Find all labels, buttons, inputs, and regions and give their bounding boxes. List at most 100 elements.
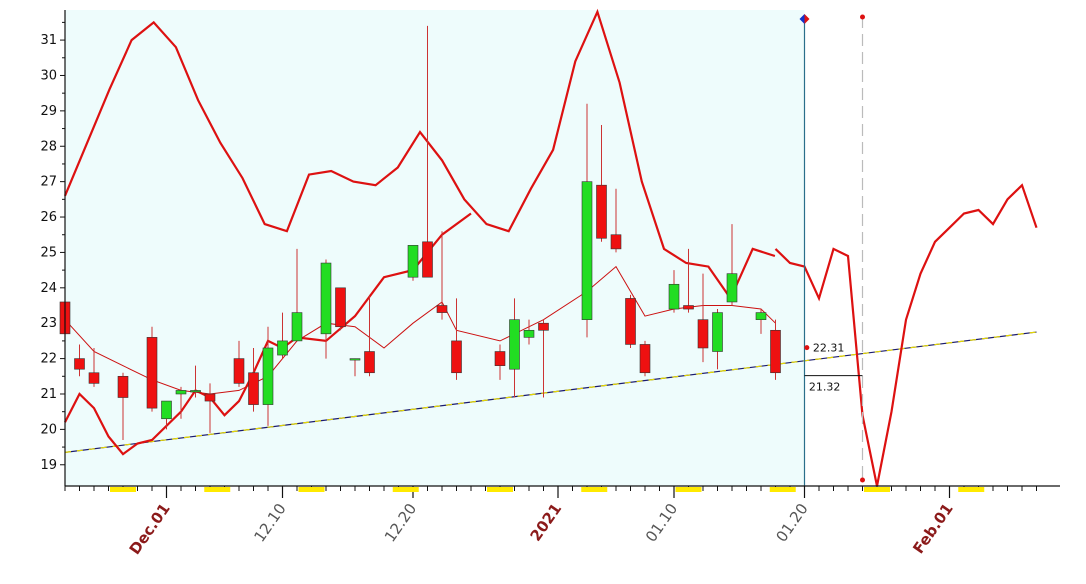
candle xyxy=(610,188,622,253)
candle xyxy=(291,248,303,342)
y-axis: 19 20 21 22 23 24 25 26 27 28 29 30 31 xyxy=(40,21,65,473)
forecast-line xyxy=(774,183,1038,487)
candle xyxy=(494,344,506,380)
weekend-marker xyxy=(392,487,419,492)
candle-body xyxy=(190,390,201,393)
value-label-high: 22.31 xyxy=(813,342,845,355)
candle xyxy=(625,294,636,348)
candle-body xyxy=(683,305,694,310)
candle-body xyxy=(712,312,723,352)
candle-body xyxy=(88,372,100,384)
candle xyxy=(451,298,462,380)
candle-body xyxy=(407,245,419,278)
candle-body xyxy=(509,319,520,370)
candle xyxy=(726,224,738,306)
candle xyxy=(277,312,288,359)
candle xyxy=(364,294,375,377)
candle xyxy=(407,245,419,281)
candle-body xyxy=(74,358,85,370)
candle xyxy=(668,270,680,313)
projection-marker-bottom xyxy=(860,477,865,483)
value-label-low: 21.32 xyxy=(809,381,841,394)
current-value-dot xyxy=(804,345,810,351)
candle xyxy=(596,125,607,242)
y-tick-label: 31 xyxy=(40,33,57,48)
candle-body xyxy=(277,340,288,356)
y-tick-label: 24 xyxy=(40,281,57,296)
candle xyxy=(175,386,187,419)
y-tick-label: 27 xyxy=(40,175,57,190)
weekend-markers xyxy=(110,487,985,492)
candle-body xyxy=(161,400,172,420)
candle-body xyxy=(175,390,187,395)
cursor-markers xyxy=(799,14,865,483)
candle xyxy=(74,344,85,377)
candle-body xyxy=(726,273,738,303)
candle xyxy=(697,273,709,363)
candle xyxy=(320,259,332,359)
history-shaded-region xyxy=(65,10,805,486)
candle-body xyxy=(436,305,448,313)
candle-body xyxy=(451,340,462,374)
candlesticks xyxy=(59,25,781,440)
candle xyxy=(335,287,346,331)
candle-body xyxy=(262,347,274,405)
weekend-marker xyxy=(675,487,702,492)
y-tick-label: 26 xyxy=(40,210,57,225)
candle-body xyxy=(248,372,259,405)
candle-body xyxy=(233,358,245,384)
candle xyxy=(117,372,129,440)
candle-body xyxy=(581,181,593,320)
candle xyxy=(639,340,651,377)
candle xyxy=(509,298,520,398)
candle-body xyxy=(523,329,535,338)
candle-body xyxy=(755,312,767,320)
weekend-marker xyxy=(581,487,608,492)
candle-body xyxy=(117,375,129,398)
y-tick-label: 29 xyxy=(40,104,57,119)
trendline xyxy=(64,331,1037,453)
candle-body xyxy=(146,337,158,409)
y-tick-label: 21 xyxy=(40,387,57,402)
candle xyxy=(422,25,433,278)
candle-body xyxy=(625,298,636,345)
candle xyxy=(248,347,259,412)
candle xyxy=(581,103,593,338)
y-tick-label: 25 xyxy=(40,245,57,260)
candle-body xyxy=(610,234,622,250)
candle-body xyxy=(204,393,216,402)
candle-body xyxy=(291,312,303,342)
y-tick-label: 20 xyxy=(40,422,57,437)
candle xyxy=(190,365,201,398)
weekend-marker xyxy=(110,487,136,492)
y-tick-label: 22 xyxy=(40,352,57,367)
candle xyxy=(146,326,158,412)
weekend-marker xyxy=(487,487,513,492)
candle-body xyxy=(770,329,781,374)
candle-body xyxy=(364,351,375,374)
candle xyxy=(712,309,723,370)
candle xyxy=(161,400,172,430)
candle-body xyxy=(335,287,346,328)
y-tick-label: 28 xyxy=(40,139,57,154)
candle-body xyxy=(697,319,709,349)
weekend-marker xyxy=(769,487,796,492)
candle xyxy=(683,248,694,313)
candle xyxy=(523,319,535,345)
candle xyxy=(349,358,361,377)
projection-marker-top xyxy=(860,14,865,20)
candle xyxy=(88,347,100,387)
weekend-marker xyxy=(204,487,231,492)
candle xyxy=(233,340,245,387)
weekend-marker xyxy=(958,487,985,492)
candle xyxy=(262,326,274,426)
candle-body xyxy=(494,351,506,366)
cursor-diamond-left xyxy=(799,14,805,24)
candle xyxy=(755,309,767,334)
candle-body xyxy=(320,262,332,335)
candle-body xyxy=(639,344,651,374)
cursor-diamond-right xyxy=(804,14,810,24)
candle-body xyxy=(668,283,680,310)
candle xyxy=(770,319,781,380)
candle xyxy=(538,319,549,398)
